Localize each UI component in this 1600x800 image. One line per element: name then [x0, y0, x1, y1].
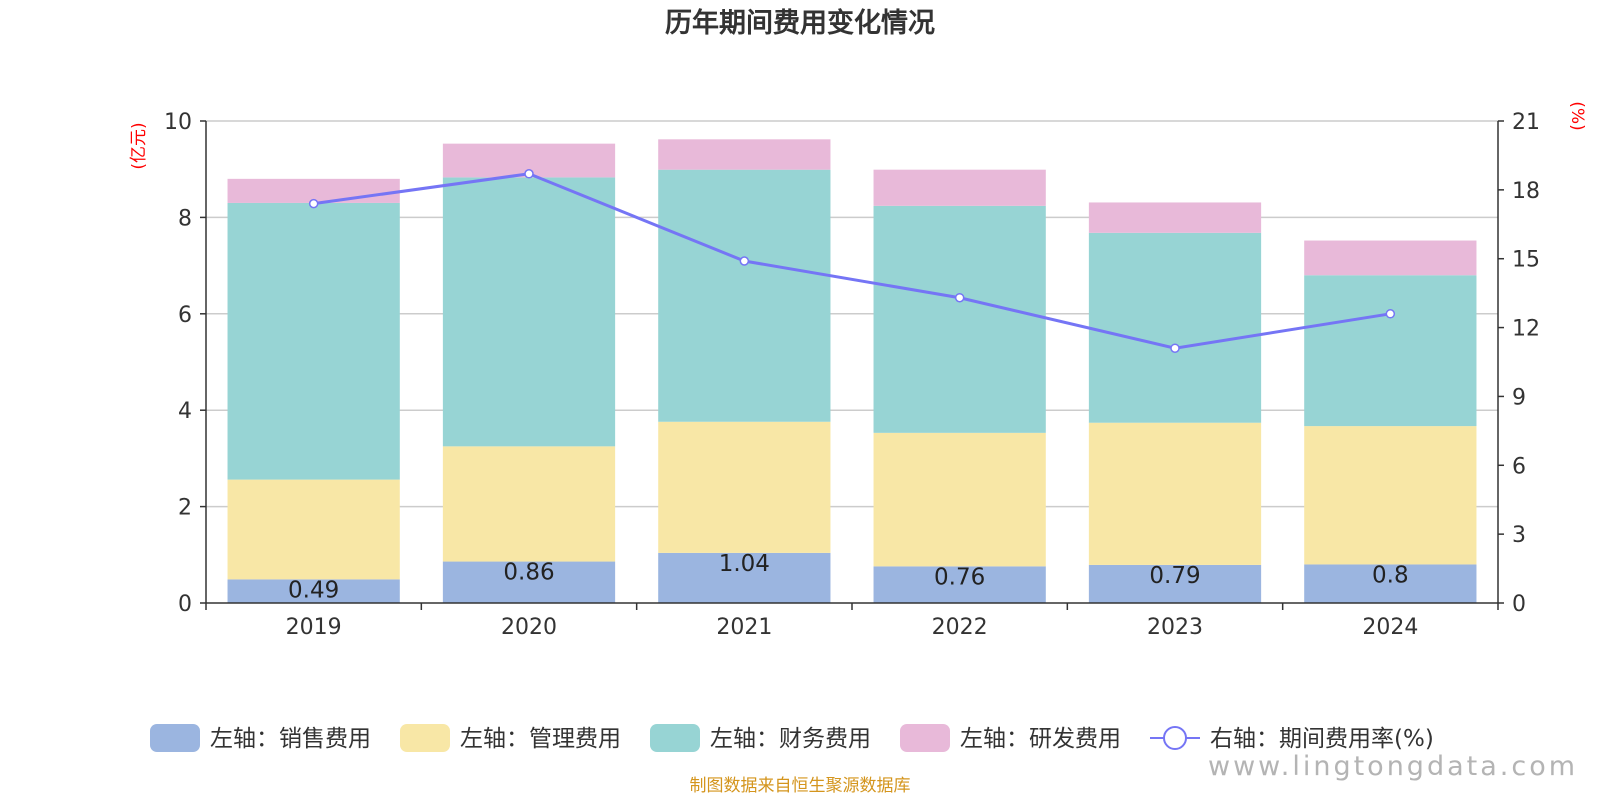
bar-segment: [658, 139, 831, 170]
x-tick-label: 2022: [932, 615, 988, 640]
bar-segment: [873, 432, 1046, 567]
legend-label: 左轴：销售费用: [210, 726, 371, 752]
bar-segment: [227, 202, 400, 480]
legend-label: 左轴：研发费用: [960, 726, 1121, 752]
rate-point: [1170, 343, 1180, 353]
data-label: 0.86: [503, 560, 554, 586]
rate-point: [308, 198, 319, 209]
data-labels: 0.49 0.86 1.04 0.76 0.79 0.8: [288, 551, 1409, 604]
legend-label: 左轴：财务费用: [710, 726, 871, 752]
right-tick-label: 18: [1512, 179, 1540, 204]
grid-lines: [206, 120, 1498, 508]
rate-point: [739, 256, 750, 266]
axes: 0 2 4 6 8 10 0 3 6 9 12 15 18 21 2019 2020 2021 2022 2023 2…: [164, 110, 1540, 640]
rate-point: [524, 169, 534, 179]
bar-segment: [227, 479, 400, 580]
bar-segment: [658, 421, 831, 553]
left-tick-label: 4: [178, 399, 192, 424]
bar-segment: [442, 177, 616, 447]
data-label: 0.79: [1149, 563, 1200, 589]
bar-segment: [1088, 232, 1262, 423]
watermark: www.lingtongdata.com: [1208, 751, 1578, 782]
bar-segment: [873, 169, 1046, 206]
data-label: 0.8: [1372, 562, 1409, 588]
bar-segment: [658, 552, 831, 603]
bar-segment: [658, 169, 831, 422]
x-tick-label: 2019: [286, 615, 342, 640]
legend-swatch: [400, 724, 450, 752]
bar-segment: [1304, 240, 1477, 276]
x-tick-label: 2024: [1362, 615, 1418, 640]
bar-segment: [873, 566, 1046, 603]
bar-segment: [1088, 422, 1262, 565]
left-tick-label: 2: [178, 496, 192, 521]
bar-segment: [873, 205, 1046, 433]
line-series-group: [308, 169, 1396, 353]
bar-segment: [1088, 564, 1262, 603]
right-tick-label: 3: [1512, 523, 1526, 548]
left-tick-label: 0: [178, 592, 192, 617]
data-label: 0.76: [934, 564, 985, 590]
x-tick-label: 2021: [716, 615, 772, 640]
right-tick-label: 12: [1512, 317, 1540, 342]
bar-segment: [1304, 426, 1477, 565]
chart-title: 历年期间费用变化情况: [665, 7, 935, 39]
left-tick-label: 10: [164, 110, 192, 135]
left-axis-unit: (亿元): [129, 122, 149, 169]
bar-segment: [1304, 564, 1477, 603]
left-tick-label: 8: [178, 206, 192, 231]
legend-swatch: [900, 724, 950, 752]
right-tick-label: 21: [1512, 110, 1540, 135]
bar-segment: [227, 579, 400, 603]
legend-swatch: [650, 724, 700, 752]
rate-point: [954, 292, 965, 303]
right-tick-label: 15: [1512, 248, 1540, 273]
right-axis-unit: (%): [1567, 101, 1587, 130]
right-tick-label: 0: [1512, 592, 1526, 617]
bar-segment: [1304, 275, 1477, 427]
x-tick-label: 2020: [501, 615, 557, 640]
data-label: 0.49: [288, 577, 339, 603]
left-tick-label: 6: [178, 303, 192, 328]
rate-point: [1385, 309, 1396, 319]
bar-segment: [1088, 202, 1262, 233]
data-label: 1.04: [719, 551, 770, 577]
right-tick-label: 6: [1512, 454, 1526, 479]
rate-line: [313, 172, 1391, 350]
bar-segment: [442, 446, 616, 562]
x-tick-label: 2023: [1147, 615, 1203, 640]
bar-series-group: [227, 139, 1477, 603]
legend-label: 左轴：管理费用: [460, 726, 621, 752]
legend-swatch: [150, 724, 200, 752]
right-tick-label: 9: [1512, 385, 1526, 410]
legend-circle-marker: [1163, 726, 1187, 750]
bar-segment: [442, 561, 616, 603]
legend: 左轴：销售费用 左轴：管理费用 左轴：财务费用 左轴：研发费用 右轴：期间费用率(%): [150, 724, 1434, 752]
source-note: 制图数据来自恒生聚源数据库: [690, 776, 911, 796]
legend-label: 右轴：期间费用率(%): [1210, 726, 1434, 752]
